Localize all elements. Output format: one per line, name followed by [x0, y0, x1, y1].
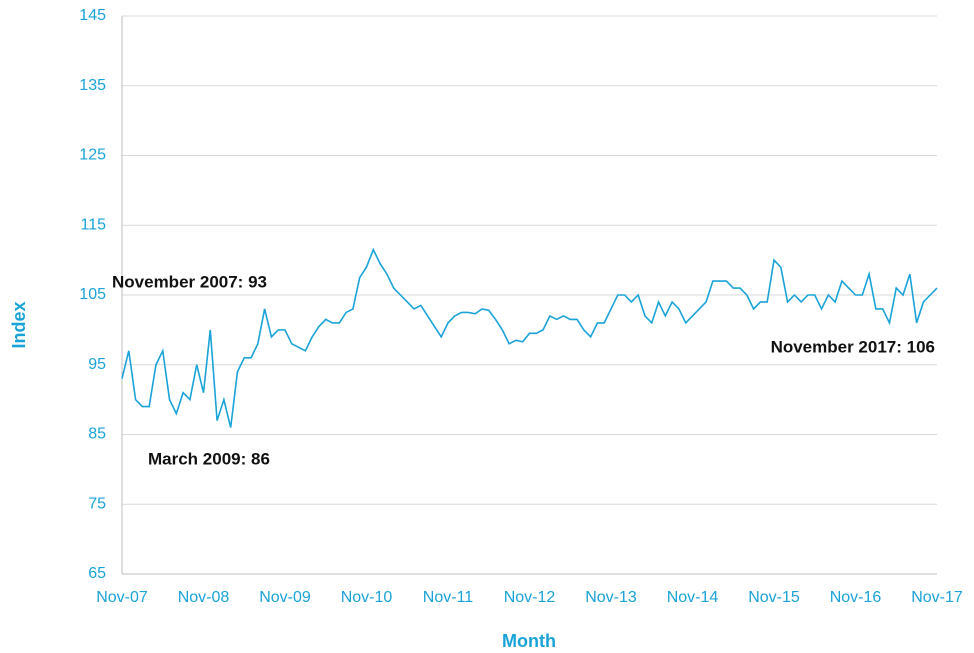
y-tick-label: 65	[88, 565, 106, 582]
x-tick-label: Nov-07	[96, 589, 148, 606]
y-tick-label: 135	[79, 77, 106, 94]
x-tick-label: Nov-16	[830, 589, 882, 606]
y-tick-label: 105	[79, 286, 106, 303]
x-tick-label: Nov-15	[748, 589, 800, 606]
x-tick-label: Nov-13	[585, 589, 637, 606]
y-tick-label: 125	[79, 147, 106, 164]
x-tick-label: Nov-14	[667, 589, 719, 606]
y-tick-label: 95	[88, 356, 106, 373]
y-tick-label: 115	[80, 216, 106, 233]
x-tick-label: Nov-12	[504, 589, 556, 606]
annotation: November 2007: 93	[112, 272, 267, 291]
y-tick-label: 75	[88, 495, 106, 512]
annotation: November 2017: 106	[771, 337, 935, 356]
y-axis-title: Index	[9, 301, 29, 348]
annotation: March 2009: 86	[148, 449, 270, 468]
x-tick-label: Nov-11	[423, 589, 473, 606]
x-tick-label: Nov-17	[911, 589, 963, 606]
x-axis-title: Month	[502, 631, 556, 651]
x-tick-label: Nov-09	[259, 589, 311, 606]
x-tick-label: Nov-08	[178, 589, 230, 606]
y-tick-label: 85	[88, 426, 106, 443]
data-line	[121, 247, 938, 428]
x-tick-label: Nov-10	[341, 589, 393, 606]
y-tick-label: 145	[79, 7, 106, 24]
